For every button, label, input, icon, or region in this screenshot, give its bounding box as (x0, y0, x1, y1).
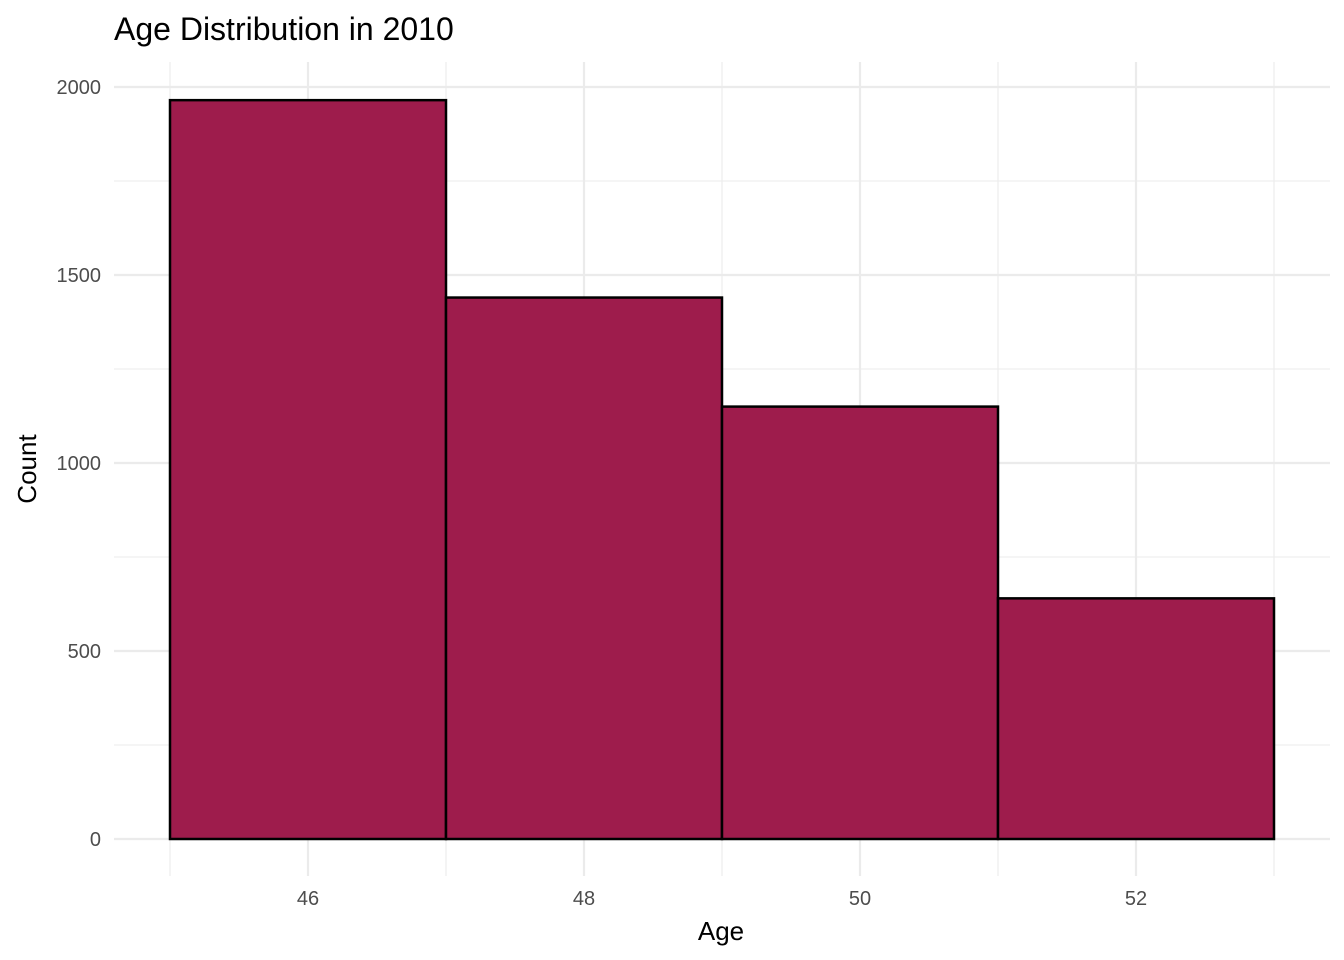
x-axis-ticks: 46 48 50 52 (297, 888, 1147, 910)
x-tick-label: 48 (573, 888, 595, 910)
histogram-bar (996, 597, 1276, 841)
histogram-bar (720, 405, 1000, 841)
y-tick-label: 1000 (57, 453, 102, 475)
histogram-bar (444, 296, 724, 841)
x-tick-label: 52 (1125, 888, 1147, 910)
y-tick-label: 0 (90, 829, 101, 851)
histogram-bar (168, 98, 448, 841)
y-tick-label: 1500 (57, 265, 102, 287)
chart-title: Age Distribution in 2010 (114, 11, 454, 47)
y-axis-ticks: 0 500 1000 1500 2000 (57, 77, 102, 851)
histogram-bars (168, 98, 1276, 841)
x-tick-label: 50 (849, 888, 871, 910)
x-tick-label: 46 (297, 888, 319, 910)
y-tick-label: 2000 (57, 77, 102, 99)
x-axis-title: Age (698, 916, 744, 946)
y-axis-title: Count (12, 434, 42, 504)
y-tick-label: 500 (68, 641, 101, 663)
